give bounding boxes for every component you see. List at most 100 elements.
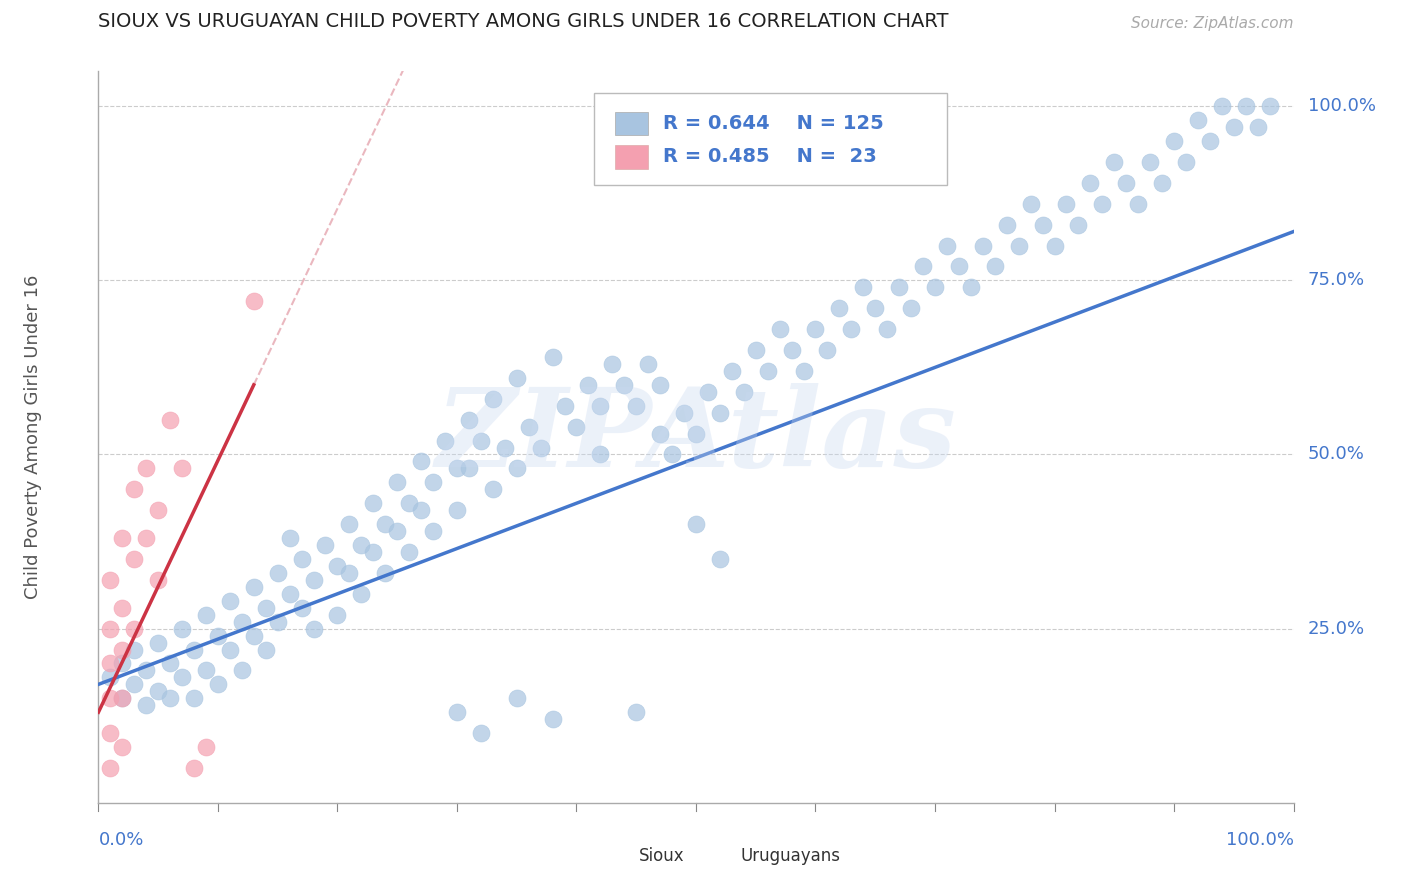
Point <box>302 573 325 587</box>
FancyBboxPatch shape <box>614 145 648 169</box>
Point <box>661 448 683 462</box>
Point <box>374 566 396 580</box>
Point <box>481 392 505 406</box>
Point <box>172 461 194 475</box>
Point <box>1258 99 1281 113</box>
Point <box>111 531 134 545</box>
Point <box>278 587 301 601</box>
Point <box>815 343 838 357</box>
Text: 0.0%: 0.0% <box>98 830 143 848</box>
Point <box>159 657 181 671</box>
Point <box>709 552 731 566</box>
Point <box>745 343 768 357</box>
Point <box>841 322 863 336</box>
Point <box>98 726 122 740</box>
Point <box>195 664 218 678</box>
Point <box>541 350 564 364</box>
Point <box>111 657 134 671</box>
Point <box>768 322 790 336</box>
Point <box>470 726 492 740</box>
Point <box>446 461 468 475</box>
Text: Child Poverty Among Girls Under 16: Child Poverty Among Girls Under 16 <box>24 275 42 599</box>
Point <box>876 322 898 336</box>
Point <box>183 761 205 775</box>
Point <box>98 691 122 706</box>
Point <box>1211 99 1233 113</box>
Point <box>302 622 325 636</box>
Point <box>434 434 457 448</box>
Point <box>422 524 444 538</box>
Point <box>267 566 290 580</box>
Point <box>135 531 157 545</box>
Point <box>1152 176 1174 190</box>
Point <box>697 384 720 399</box>
Point <box>350 538 373 552</box>
Point <box>984 260 1007 274</box>
Point <box>709 406 731 420</box>
Point <box>207 629 229 643</box>
Point <box>231 664 253 678</box>
Point <box>385 524 409 538</box>
Point <box>195 740 218 755</box>
Point <box>756 364 779 378</box>
Point <box>589 399 612 413</box>
Point <box>363 496 385 510</box>
Point <box>243 629 266 643</box>
Point <box>254 642 277 657</box>
Point <box>339 566 361 580</box>
Point <box>721 364 744 378</box>
Point <box>972 238 994 252</box>
Point <box>422 475 444 490</box>
Point <box>458 461 481 475</box>
Point <box>1234 99 1257 113</box>
Point <box>626 399 648 413</box>
Point <box>148 573 170 587</box>
Point <box>98 761 122 775</box>
Point <box>936 238 959 252</box>
Point <box>124 483 146 497</box>
Point <box>1199 134 1222 148</box>
Point <box>1128 196 1150 211</box>
Point <box>793 364 815 378</box>
Point <box>911 260 934 274</box>
Point <box>339 517 361 532</box>
FancyBboxPatch shape <box>595 94 948 185</box>
Text: Source: ZipAtlas.com: Source: ZipAtlas.com <box>1130 16 1294 31</box>
Point <box>411 503 433 517</box>
Point <box>517 419 540 434</box>
Text: R = 0.644    N = 125: R = 0.644 N = 125 <box>662 114 883 133</box>
Point <box>172 670 194 684</box>
Point <box>1067 218 1090 232</box>
Point <box>1043 238 1066 252</box>
Point <box>733 384 755 399</box>
Text: 25.0%: 25.0% <box>1308 620 1365 638</box>
Point <box>1247 120 1270 134</box>
Point <box>98 657 122 671</box>
Point <box>291 600 314 615</box>
Point <box>363 545 385 559</box>
Point <box>446 503 468 517</box>
Point <box>852 280 875 294</box>
Point <box>924 280 946 294</box>
Point <box>148 635 170 649</box>
Point <box>1163 134 1185 148</box>
Point <box>685 426 707 441</box>
Point <box>315 538 337 552</box>
Text: R = 0.485    N =  23: R = 0.485 N = 23 <box>662 147 876 167</box>
Point <box>960 280 983 294</box>
Point <box>398 545 420 559</box>
Point <box>589 448 612 462</box>
Point <box>148 503 170 517</box>
Text: 100.0%: 100.0% <box>1226 830 1294 848</box>
Point <box>326 558 349 573</box>
Point <box>124 552 146 566</box>
Point <box>470 434 492 448</box>
Point <box>673 406 696 420</box>
Point <box>195 607 218 622</box>
Text: Uruguayans: Uruguayans <box>740 847 841 865</box>
Point <box>1008 238 1031 252</box>
Point <box>889 280 911 294</box>
Point <box>1091 196 1114 211</box>
FancyBboxPatch shape <box>709 849 734 866</box>
Point <box>374 517 396 532</box>
